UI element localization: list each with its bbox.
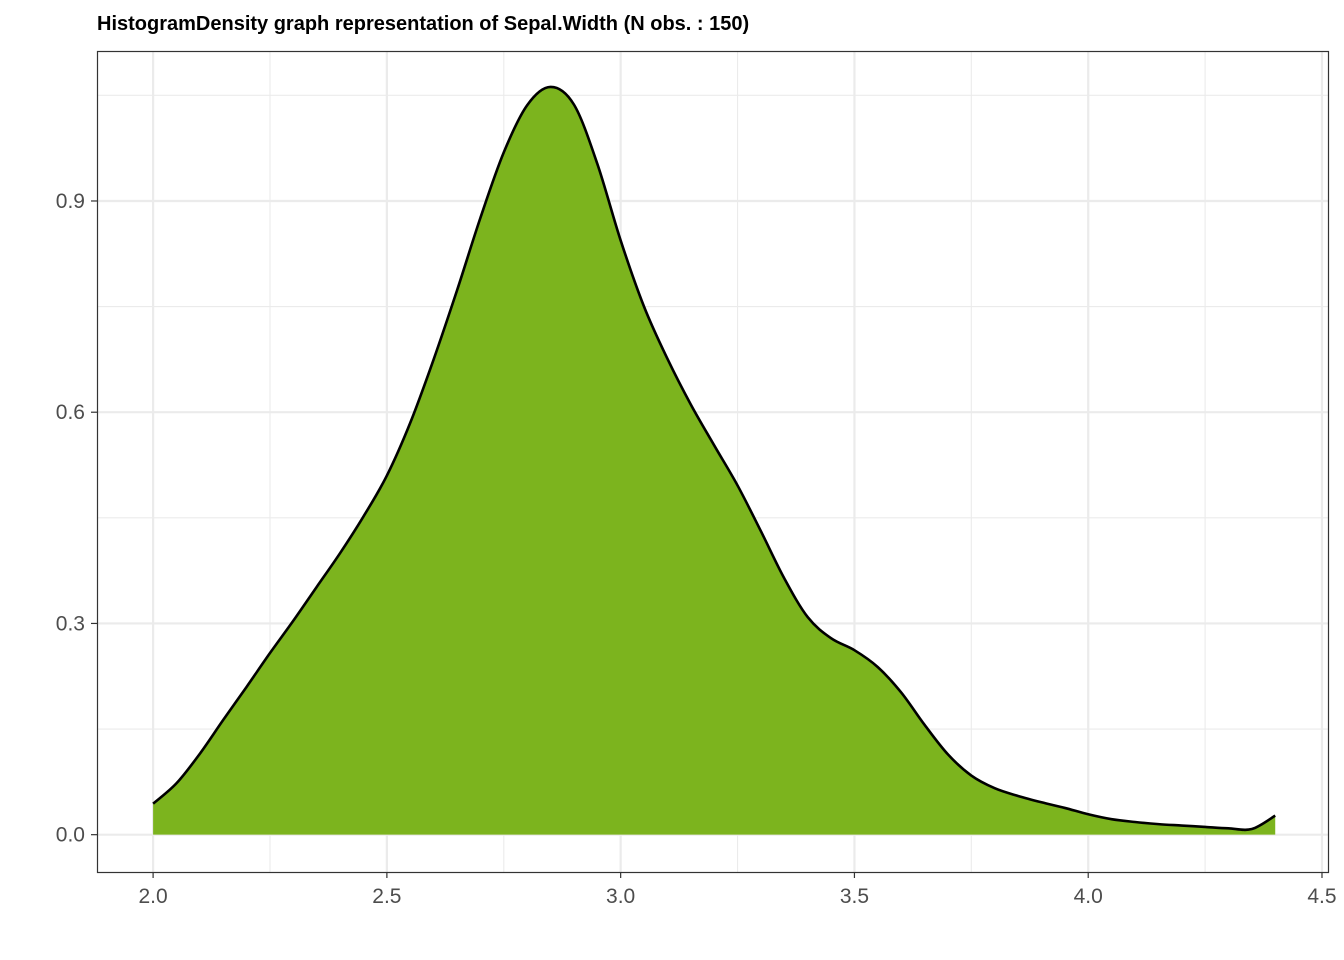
y-axis: 0.0 0.3 0.6 0.9 (56, 190, 97, 847)
x-axis: 2.0 2.5 3.0 3.5 4.0 4.5 (139, 872, 1337, 908)
x-tick-label: 3.0 (606, 885, 635, 908)
plot-panel-border (96, 50, 1330, 874)
density-fill (153, 86, 1276, 835)
x-tick-label: 4.5 (1307, 885, 1336, 908)
density-line (152, 85, 1276, 832)
density-area (152, 85, 1276, 835)
x-tick-label: 4.0 (1074, 885, 1103, 908)
x-tick-label: 2.5 (372, 885, 401, 908)
chart-title: HistogramDensity graph representation of… (97, 13, 749, 35)
y-tick-label: 0.3 (56, 612, 85, 635)
x-tick-label: 3.5 (840, 885, 869, 908)
y-tick-label: 0.9 (56, 190, 85, 213)
y-tick-label: 0.6 (56, 401, 85, 424)
y-tick-label: 0.0 (56, 824, 85, 847)
x-tick-label: 2.0 (139, 885, 168, 908)
